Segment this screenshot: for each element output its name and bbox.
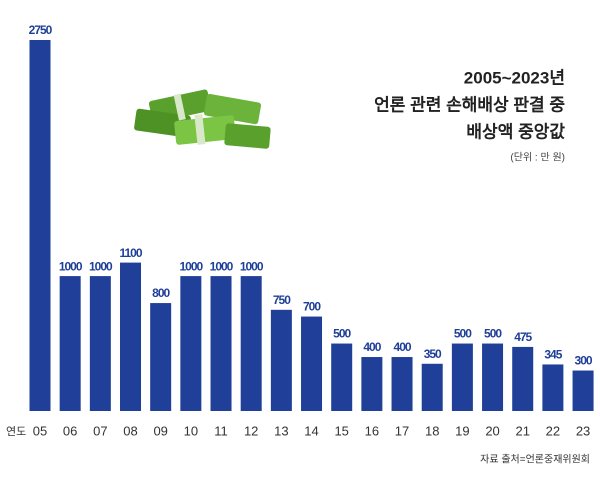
x-tick-label: 16 (365, 423, 379, 438)
bar (180, 276, 202, 411)
unit-note: (단위 : 만 원) (510, 151, 565, 164)
bar (361, 357, 383, 411)
bar (89, 276, 111, 411)
value-label: 1000 (89, 259, 113, 273)
value-label: 400 (394, 340, 412, 354)
chart-title: 2005~2023년 (464, 68, 565, 87)
x-tick-label: 12 (244, 423, 258, 438)
x-tick-label: 19 (455, 423, 469, 438)
chart-title: 언론 관련 손해배상 판결 중 (374, 95, 565, 114)
x-tick-label: 17 (395, 423, 409, 438)
x-tick-label: 14 (304, 423, 318, 438)
chart-title: 배상액 중앙값 (466, 122, 565, 141)
bar (240, 276, 262, 411)
bar (270, 309, 292, 411)
bar (301, 316, 323, 411)
x-tick-label: 21 (515, 423, 529, 438)
x-tick-label: 08 (123, 423, 137, 438)
value-label: 500 (333, 327, 351, 341)
value-label: 1000 (59, 259, 83, 273)
x-tick-label: 13 (274, 423, 288, 438)
bar (512, 346, 534, 411)
value-label: 1000 (240, 259, 264, 273)
value-label: 400 (363, 340, 381, 354)
value-label: 475 (514, 330, 532, 344)
value-label: 500 (454, 327, 472, 341)
bar (482, 343, 504, 411)
value-label: 1100 (119, 246, 142, 260)
value-label: 750 (273, 293, 291, 307)
bar (451, 343, 473, 411)
money-icon (134, 89, 271, 149)
value-label: 1000 (210, 259, 234, 273)
bar (421, 363, 443, 411)
x-tick-label: 10 (184, 423, 198, 438)
value-label: 345 (544, 348, 562, 362)
bar (542, 364, 564, 411)
value-label: 300 (575, 354, 593, 368)
x-tick-label: 11 (214, 423, 228, 438)
x-axis-label: 연도 (6, 425, 26, 438)
bar (210, 276, 232, 411)
x-tick-label: 18 (425, 423, 439, 438)
bar (331, 343, 353, 411)
x-tick-label: 05 (33, 423, 47, 438)
value-label: 700 (303, 300, 321, 314)
x-tick-label: 23 (576, 423, 590, 438)
bar (391, 357, 413, 411)
value-label: 350 (424, 347, 442, 361)
x-tick-label: 09 (153, 423, 167, 438)
bar (120, 262, 142, 411)
value-label: 500 (484, 327, 502, 341)
x-tick-label: 07 (93, 423, 107, 438)
x-tick-label: 06 (63, 423, 77, 438)
bar (29, 40, 51, 411)
bar (572, 370, 594, 411)
bar (59, 276, 81, 411)
value-label: 1000 (179, 259, 203, 273)
bar (150, 303, 172, 411)
value-label: 800 (152, 286, 170, 300)
x-tick-label: 22 (546, 423, 560, 438)
value-label: 2750 (29, 23, 53, 37)
source-note: 자료 출처=언론중재위원회 (480, 453, 590, 466)
x-tick-label: 15 (334, 423, 348, 438)
x-tick-label: 20 (485, 423, 499, 438)
